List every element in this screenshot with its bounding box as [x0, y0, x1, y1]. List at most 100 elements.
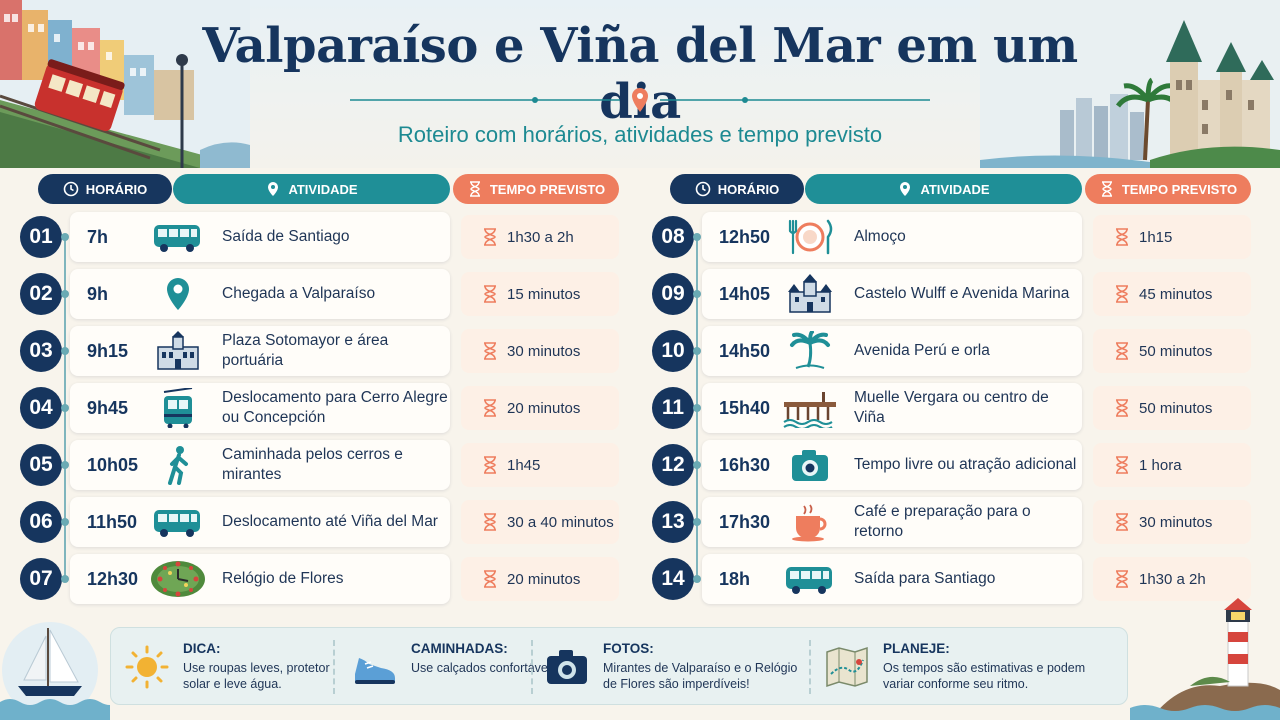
duration-badge: 50 minutos [1093, 329, 1251, 373]
duration-badge: 50 minutos [1093, 386, 1251, 430]
castle-icon [782, 274, 838, 314]
tip-walking: CAMINHADAS: Use calçados confortáveis. [339, 628, 569, 706]
activity-time: 15h40 [719, 397, 771, 418]
column-header-activity: ATIVIDADE [805, 174, 1082, 204]
activity-name: Deslocamento até Viña del Mar [222, 513, 438, 530]
activity-name: Chegada a Valparaíso [222, 285, 376, 302]
sailboat-illustration [0, 622, 110, 720]
tip-text: Use roupas leves, protetor solar e leve … [183, 661, 330, 691]
tip-divider [333, 640, 335, 694]
hourglass-icon [1116, 285, 1128, 303]
column-header-duration: TEMPO PREVISTO [453, 174, 619, 204]
activity-time: 14h05 [719, 283, 771, 304]
location-pin-icon [900, 182, 911, 196]
activity-card: 11h50 Deslocamento até Viña del Mar [70, 497, 450, 547]
timeline-dot [693, 347, 701, 355]
step-number: 02 [20, 273, 62, 315]
hourglass-icon [1101, 181, 1112, 197]
activity-card: 12h30 Relógio de Flores [70, 554, 450, 604]
schedule-row: 07 12h30 Relógio de Flores 20 minutos [20, 554, 620, 604]
activity-time: 7h [87, 226, 109, 247]
step-number: 05 [20, 444, 62, 486]
tip-title: FOTOS: [603, 641, 654, 656]
schedule-row: 11 15h40 Muelle Vergara ou centro de Viñ… [652, 383, 1252, 433]
timeline-dot [693, 461, 701, 469]
duration-badge: 45 minutos [1093, 272, 1251, 316]
activity-name: Deslocamento para Cerro Alegre ou Concep… [222, 389, 448, 426]
duration-text: 45 minutos [1139, 285, 1213, 303]
duration-text: 30 minutos [1139, 513, 1213, 531]
pier-icon [782, 388, 838, 428]
duration-badge: 1h15 [1093, 215, 1251, 259]
hourglass-icon [484, 228, 496, 246]
hourglass-icon [1116, 570, 1128, 588]
activity-card: 10h05 Caminhada pelos cerros e mirantes [70, 440, 450, 490]
step-number: 08 [652, 216, 694, 258]
column-header-time-label: HORÁRIO [717, 181, 780, 197]
step-number: 01 [20, 216, 62, 258]
duration-badge: 1h45 [461, 443, 619, 487]
step-number: 04 [20, 387, 62, 429]
plate-cutlery-icon [782, 217, 838, 257]
step-number: 13 [652, 501, 694, 543]
bus-icon [150, 502, 206, 542]
duration-badge: 1h30 a 2h [461, 215, 619, 259]
timeline-dot [61, 233, 69, 241]
valparaiso-funicular-illustration [0, 0, 250, 168]
activity-time: 9h45 [87, 397, 129, 418]
lighthouse-illustration [1130, 598, 1280, 720]
tip-divider [531, 640, 533, 694]
tip-title: DICA: [183, 641, 221, 656]
activity-card: 12h50 Almoço [702, 212, 1082, 262]
duration-badge: 20 minutos [461, 386, 619, 430]
timeline-dot [61, 347, 69, 355]
duration-badge: 30 a 40 minutos [461, 500, 619, 544]
activity-name: Almoço [854, 228, 906, 245]
schedule-row: 05 10h05 Caminhada pelos cerros e mirant… [20, 440, 620, 490]
step-number: 14 [652, 558, 694, 600]
activity-time: 12h30 [87, 568, 139, 589]
activity-card: 14h50 Avenida Perú e orla [702, 326, 1082, 376]
duration-text: 1h15 [1139, 228, 1173, 246]
camera-icon [547, 650, 587, 684]
schedule-row: 09 14h05 Castelo Wulff e Avenida Marina … [652, 269, 1252, 319]
duration-badge: 15 minutos [461, 272, 619, 316]
activity-time: 14h50 [719, 340, 771, 361]
step-number: 06 [20, 501, 62, 543]
activity-name: Café e preparação para o retorno [854, 503, 1031, 540]
column-header-activity: ATIVIDADE [173, 174, 450, 204]
vina-del-mar-castle-illustration [980, 0, 1280, 168]
step-number: 03 [20, 330, 62, 372]
duration-text: 20 minutos [507, 399, 581, 417]
activity-name: Relógio de Flores [222, 570, 344, 587]
schedule-row: 13 17h30 Café e preparação para o retorn… [652, 497, 1252, 547]
activity-time: 11h50 [87, 511, 138, 532]
tip-title: CAMINHADAS: [411, 641, 508, 656]
activity-time: 16h30 [719, 454, 771, 475]
building-icon [150, 331, 206, 371]
duration-text: 15 minutos [507, 285, 581, 303]
activity-time: 18h [719, 568, 751, 589]
page-subtitle: Roteiro com horários, atividades e tempo… [397, 122, 883, 147]
bus-icon [150, 217, 206, 257]
column-header-duration-label: TEMPO PREVISTO [1121, 181, 1238, 197]
column-header-time: HORÁRIO [670, 174, 804, 204]
camera-icon [782, 445, 838, 485]
schedule-row: 03 9h15 Plaza Sotomayor e área portuária… [20, 326, 620, 376]
activity-card: 9h15 Plaza Sotomayor e área portuária [70, 326, 450, 376]
page-title: Valparaíso e Viña del Mar em um dia [202, 18, 1078, 130]
duration-badge: 30 minutos [1093, 500, 1251, 544]
duration-text: 1h45 [507, 456, 541, 474]
timeline-dot [61, 404, 69, 412]
activity-card: 16h30 Tempo livre ou atração adicional [702, 440, 1082, 490]
schedule-row: 10 14h50 Avenida Perú e orla 50 minutos [652, 326, 1252, 376]
tip-planning: PLANEJE: Os tempos são estimativas e pod… [811, 628, 1129, 706]
column-header-activity-label: ATIVIDADE [288, 181, 358, 197]
activity-card: 17h30 Café e preparação para o retorno [702, 497, 1082, 547]
hourglass-icon [1116, 513, 1128, 531]
activity-name: Saída de Santiago [222, 228, 350, 245]
hourglass-icon [484, 342, 496, 360]
duration-text: 1h30 a 2h [1139, 570, 1206, 588]
walking-person-icon [150, 445, 206, 485]
hourglass-icon [484, 513, 496, 531]
